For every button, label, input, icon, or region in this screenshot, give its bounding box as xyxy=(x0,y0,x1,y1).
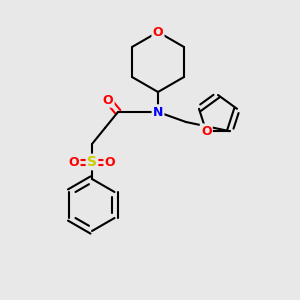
Text: O: O xyxy=(105,155,115,169)
Text: N: N xyxy=(153,106,163,118)
Text: O: O xyxy=(69,155,79,169)
Text: O: O xyxy=(201,125,211,138)
Text: S: S xyxy=(87,155,97,169)
Text: O: O xyxy=(103,94,113,106)
Text: O: O xyxy=(153,26,163,38)
